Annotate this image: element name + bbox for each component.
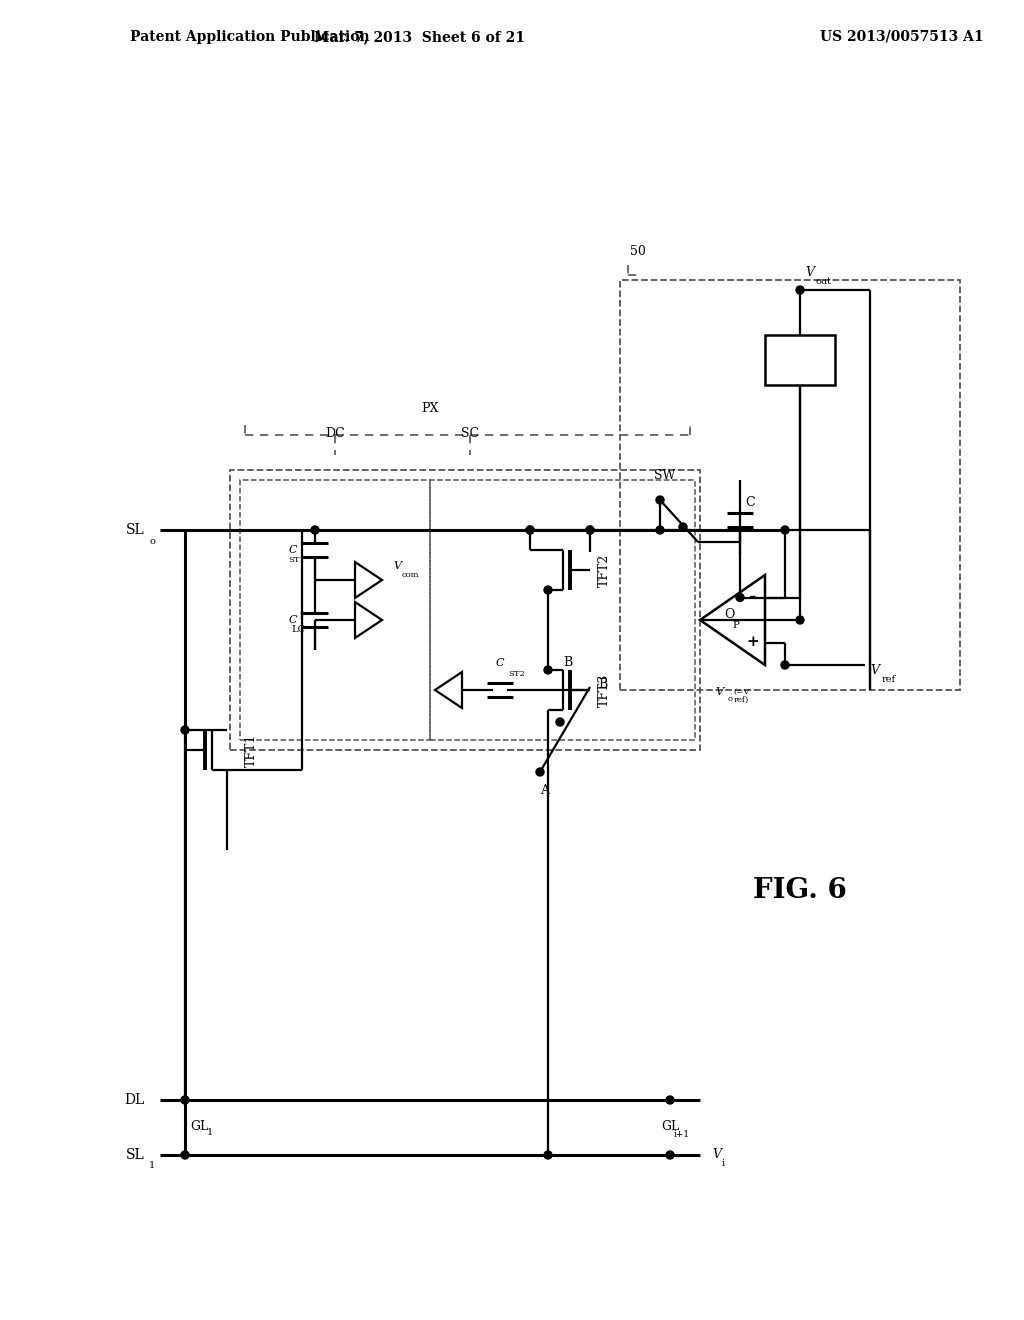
Text: SC: SC (461, 426, 479, 440)
Text: 1: 1 (148, 1162, 155, 1171)
Text: C: C (745, 495, 755, 508)
Text: ST1: ST1 (288, 556, 305, 564)
Text: 50: 50 (630, 246, 646, 257)
Circle shape (544, 667, 552, 675)
Text: P: P (732, 620, 739, 630)
Text: SL: SL (126, 523, 145, 537)
Text: C: C (496, 657, 504, 668)
Circle shape (781, 525, 790, 535)
Circle shape (526, 525, 534, 535)
Text: o: o (727, 696, 732, 704)
Circle shape (586, 525, 594, 535)
Text: Mar. 7, 2013  Sheet 6 of 21: Mar. 7, 2013 Sheet 6 of 21 (314, 30, 525, 44)
Circle shape (311, 525, 319, 535)
Text: o: o (150, 536, 155, 545)
Text: V: V (393, 561, 401, 572)
Text: i: i (722, 1159, 725, 1168)
Circle shape (679, 523, 687, 531)
Circle shape (181, 1096, 189, 1104)
Text: PX: PX (421, 403, 438, 414)
Text: V: V (870, 664, 879, 676)
Text: ADC: ADC (781, 352, 818, 367)
Circle shape (544, 1151, 552, 1159)
Text: Patent Application Publication: Patent Application Publication (130, 30, 370, 44)
Text: O: O (724, 609, 734, 622)
Text: V: V (716, 686, 724, 697)
Text: TFT1: TFT1 (245, 734, 258, 767)
Circle shape (666, 1096, 674, 1104)
Text: DC: DC (326, 426, 345, 440)
Circle shape (526, 525, 534, 535)
Circle shape (536, 768, 544, 776)
Circle shape (544, 586, 552, 594)
Text: GL: GL (190, 1119, 208, 1133)
Circle shape (556, 718, 564, 726)
Text: TFT3: TFT3 (598, 673, 611, 706)
Text: B: B (563, 656, 572, 668)
Circle shape (181, 1151, 189, 1159)
Text: +: + (746, 635, 760, 649)
Text: (=V: (=V (733, 688, 750, 696)
Text: ref): ref) (733, 696, 749, 704)
Text: SL: SL (126, 1148, 145, 1162)
Circle shape (181, 726, 189, 734)
Text: LC: LC (291, 626, 305, 635)
Circle shape (656, 525, 664, 535)
Text: US 2013/0057513 A1: US 2013/0057513 A1 (820, 30, 984, 44)
Text: V: V (805, 265, 814, 279)
Circle shape (796, 616, 804, 624)
Circle shape (736, 594, 744, 602)
Text: V: V (712, 1148, 721, 1162)
Text: TFT2: TFT2 (598, 553, 611, 586)
Text: out: out (816, 276, 831, 285)
Text: -: - (750, 589, 757, 606)
Text: A: A (541, 784, 550, 796)
Text: GL: GL (660, 1119, 679, 1133)
Text: FIG. 6: FIG. 6 (753, 876, 847, 903)
Text: 1: 1 (207, 1129, 213, 1137)
Text: SW: SW (654, 469, 676, 482)
Text: com: com (402, 572, 420, 579)
Text: DL: DL (125, 1093, 145, 1107)
Circle shape (781, 661, 790, 669)
Text: C: C (289, 615, 297, 624)
Circle shape (796, 286, 804, 294)
Text: i+1: i+1 (674, 1130, 690, 1139)
Circle shape (656, 496, 664, 504)
Text: ST2: ST2 (508, 671, 524, 678)
Text: C: C (289, 545, 297, 554)
Bar (765, 335, 835, 385)
Text: ref: ref (882, 675, 896, 684)
Text: B: B (598, 677, 607, 690)
Circle shape (586, 525, 594, 535)
Circle shape (666, 1151, 674, 1159)
